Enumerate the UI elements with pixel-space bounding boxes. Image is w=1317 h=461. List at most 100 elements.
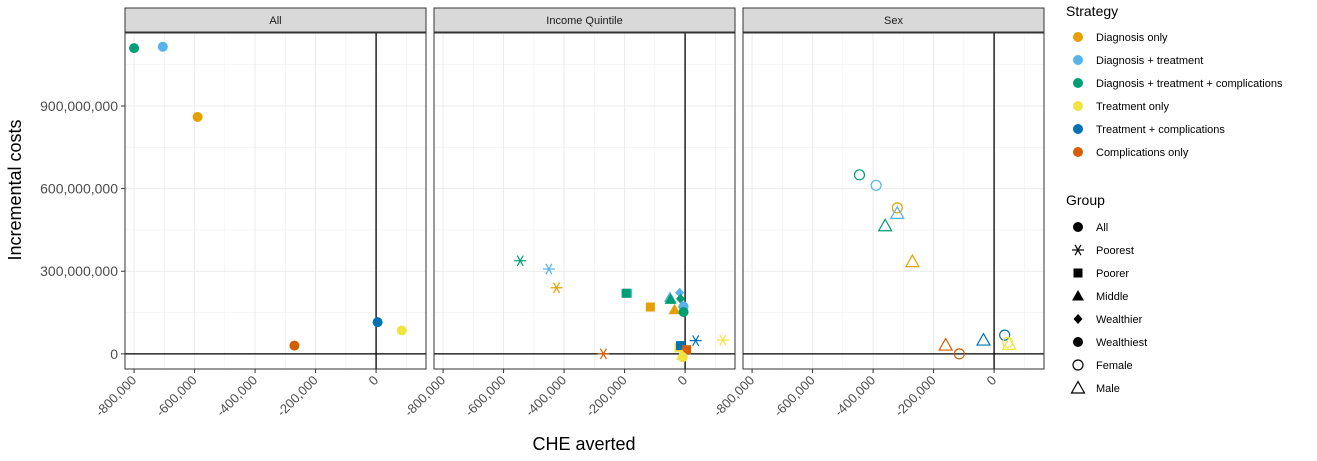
strategy-legend-title: Strategy: [1066, 3, 1118, 19]
x-tick-label: -400,000: [831, 373, 878, 420]
legend-key-diagnosis-treatment-complications: [1073, 78, 1083, 88]
group-legend-item: Middle: [1072, 290, 1128, 303]
data-point-female-treatment-complications: [999, 329, 1011, 341]
group-legend-items: All Poorest Poorer Middle Wealthier Wealthies…: [1070, 222, 1147, 395]
data-point-female-complications-only: [953, 348, 965, 360]
x-tick-label: 0: [674, 373, 690, 389]
strategy-legend-items: Diagnosis only Diagnosis + treatment Diagn…: [1073, 32, 1283, 159]
legend-label: Poorer: [1096, 268, 1129, 280]
facet-panel-all: All: [124, 7, 427, 370]
legend-key-poorer: [1073, 268, 1083, 278]
x-tick-label: -200,000: [274, 373, 321, 420]
strategy-legend-item: Diagnosis + treatment: [1073, 55, 1203, 67]
facet-panel-sex: Sex: [742, 7, 1045, 370]
group-legend-item: All: [1073, 222, 1108, 234]
x-axis: -800,000 -600,000 -400,000 -200,000 0 -800,00…: [92, 369, 999, 419]
x-tick-label: -600,000: [153, 373, 200, 420]
data-point-poorest-diagnosis-treatment: [542, 263, 555, 275]
data-point-male-diagnosis-only: [904, 253, 920, 268]
data-point-wealthier-diagnosis-treatment: [675, 287, 685, 298]
legend-label: Middle: [1096, 291, 1128, 303]
data-point-all-diagnosis-only: [192, 112, 203, 122]
plot-background: [743, 33, 1044, 369]
data-point-all-diagnosis-treatment-complications: [129, 43, 140, 54]
data-point-poorest-complications-only: [597, 348, 610, 360]
data-point-male-diagnosis-treatment: [889, 205, 905, 219]
group-legend-item: Wealthiest: [1073, 337, 1147, 349]
legend-key-diagnosis-only: [1073, 32, 1083, 42]
x-tick-label: -400,000: [522, 373, 569, 420]
data-point-all-complications-only: [289, 340, 300, 351]
legend-label: Diagnosis + treatment: [1096, 55, 1203, 67]
strategy-legend-item: Diagnosis only: [1073, 32, 1168, 44]
legend-label: Male: [1096, 383, 1120, 395]
data-point-all-treatment-only: [396, 325, 407, 336]
data-point-poorer-complications-only: [682, 345, 692, 355]
data-point-poorer-diagnosis-treatment-complications: [621, 288, 631, 298]
y-tick-label: 300,000,000: [40, 263, 118, 279]
x-tick-label: -200,000: [583, 373, 630, 420]
group-legend-item: Poorest: [1072, 244, 1134, 257]
panel-border: [433, 32, 736, 370]
legend-key-poorest: [1072, 244, 1084, 256]
legend-key-male: [1070, 380, 1086, 394]
group-legend-item: Poorer: [1073, 268, 1129, 280]
data-point-poorer-treatment-complications: [676, 341, 686, 351]
legend-key-complications-only: [1073, 147, 1083, 157]
legend-label: Female: [1096, 360, 1133, 372]
data-point-wealthiest-diagnosis-treatment-complications: [678, 306, 689, 317]
legend-label: Treatment + complications: [1096, 124, 1225, 136]
data-point-female-diagnosis-treatment-complications: [853, 169, 866, 181]
points-income-quintile: [514, 255, 729, 363]
data-point-female-treatment-only: [1002, 336, 1014, 348]
data-point-poorest-treatment-only: [716, 334, 729, 346]
data-point-female-diagnosis-only: [891, 202, 903, 214]
legend-label: Diagnosis + treatment + complications: [1096, 78, 1283, 90]
data-point-poorest-diagnosis-only: [550, 282, 563, 294]
group-legend-item: Male: [1070, 380, 1120, 395]
facets-layer: All Income Quintile Sex: [124, 7, 1045, 370]
group-legend-title: Group: [1066, 192, 1105, 208]
y-tick-label: 0: [110, 346, 118, 362]
y-tick-label: 900,000,000: [40, 98, 118, 114]
strategy-legend-item: Treatment only: [1073, 101, 1169, 113]
data-point-middle-diagnosis-treatment-complications: [664, 293, 677, 304]
data-point-male-treatment-complications: [975, 332, 992, 346]
strategy-legend-item: Treatment + complications: [1073, 124, 1225, 136]
x-tick-label: -600,000: [462, 373, 509, 420]
legend: Strategy Diagnosis only Diagnosis + treat…: [1066, 3, 1283, 395]
data-point-male-complications-only: [938, 337, 954, 351]
x-tick-label: -400,000: [213, 373, 260, 420]
legend-label: Wealthiest: [1096, 337, 1147, 349]
data-point-poorest-treatment-complications: [689, 335, 702, 347]
legend-label: Treatment only: [1096, 101, 1169, 113]
y-tick-label: 600,000,000: [40, 181, 118, 197]
data-point-wealthier-diagnosis-treatment-complications: [676, 293, 686, 304]
group-legend-item: Female: [1072, 359, 1133, 372]
data-point-poorer-diagnosis-only: [645, 302, 655, 312]
data-point-all-diagnosis-treatment: [157, 41, 168, 52]
x-tick-label: 0: [983, 373, 999, 389]
y-axis: 0 300,000,000 600,000,000 900,000,000: [40, 98, 125, 362]
x-tick-label: -800,000: [92, 373, 139, 420]
data-point-female-diagnosis-treatment: [870, 179, 882, 191]
x-tick-label: -200,000: [892, 373, 939, 420]
facet-label-income-quintile: Income Quintile: [546, 15, 622, 27]
legend-key-all: [1073, 222, 1083, 232]
x-tick-label: -800,000: [401, 373, 448, 420]
legend-label: Poorest: [1096, 245, 1134, 257]
points-sex: [853, 169, 1017, 360]
facet-label-sex: Sex: [884, 15, 903, 27]
data-point-male-treatment-only: [1001, 336, 1017, 350]
legend-key-wealthier: [1073, 314, 1083, 324]
facet-strip-income-quintile: [433, 7, 736, 33]
data-point-male-diagnosis-treatment-complications: [877, 218, 893, 232]
legend-label: All: [1096, 222, 1108, 234]
points-all: [129, 41, 407, 351]
legend-key-female: [1072, 359, 1084, 371]
panel-border: [742, 32, 1045, 370]
legend-label: Complications only: [1096, 147, 1189, 159]
legend-key-diagnosis-treatment: [1073, 55, 1083, 65]
group-legend-item: Wealthier: [1073, 314, 1143, 326]
